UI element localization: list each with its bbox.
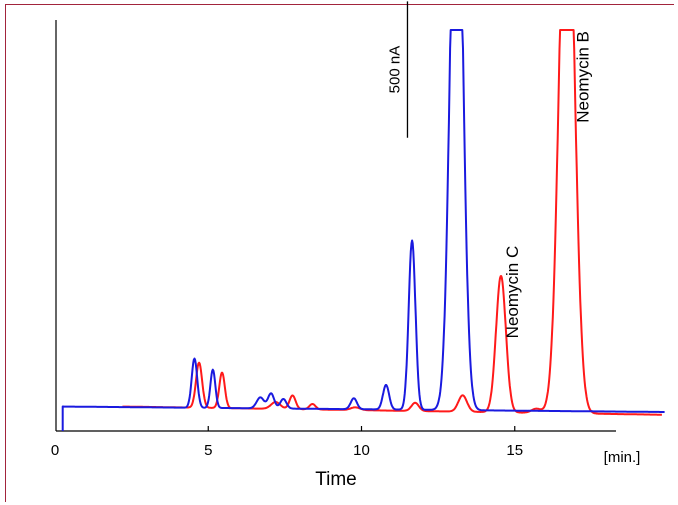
series-trace-2 <box>61 29 665 431</box>
chart-frame <box>5 4 674 502</box>
x-tick-label: 10 <box>353 442 370 459</box>
series-trace-1 <box>122 29 663 416</box>
annotation-layer: 500 nA Neomycin C Neomycin B <box>386 1 592 338</box>
x-axis-label: Time <box>315 469 357 490</box>
peak-annotation-label: Neomycin B <box>573 31 592 123</box>
axes: 0 5 10 15 <box>51 20 616 459</box>
x-tick-label: 0 <box>51 442 59 459</box>
series-layer <box>61 29 665 431</box>
x-tick-label: 15 <box>506 442 523 459</box>
x-axis-unit-label: [min.] <box>604 449 641 466</box>
peak-annotation-label: Neomycin C <box>503 246 522 339</box>
x-tick-label: 5 <box>204 442 212 459</box>
scale-bar-label: 500 nA <box>386 46 403 94</box>
